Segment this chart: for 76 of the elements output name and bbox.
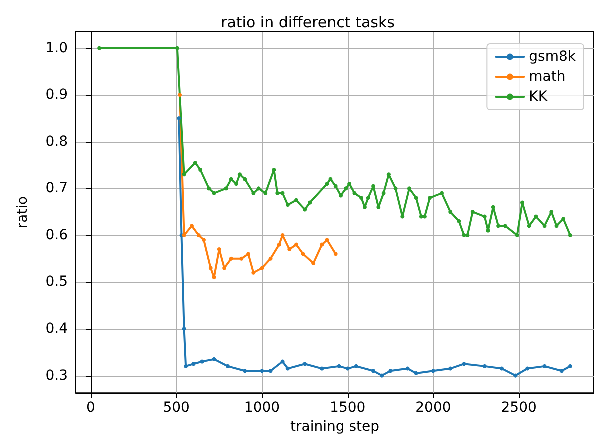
y-tick-label: 0.5 [46, 274, 68, 290]
point [301, 252, 306, 256]
point [482, 364, 487, 368]
point [243, 369, 248, 374]
point [200, 360, 204, 364]
point [288, 248, 292, 252]
point [431, 369, 436, 374]
x-tick-label: 0 [86, 400, 96, 416]
x-tick-label: 2000 [416, 400, 452, 416]
x-tick-label: 2500 [501, 400, 537, 416]
y-axis-title: ratio [15, 196, 31, 229]
point [380, 374, 384, 378]
point [280, 233, 285, 238]
point [240, 256, 244, 261]
point [337, 364, 342, 368]
point [514, 374, 518, 378]
point [260, 266, 264, 270]
legend-label: KK [529, 89, 548, 105]
point [178, 93, 182, 98]
point [286, 366, 290, 371]
y-tick-label: 1.0 [46, 40, 68, 56]
point [414, 371, 418, 376]
point [560, 369, 564, 374]
point [320, 366, 324, 371]
point [177, 116, 182, 121]
x-tick-label: 500 [163, 400, 190, 416]
point [406, 366, 410, 371]
point [192, 362, 196, 366]
point [196, 233, 201, 238]
y-tick-label: 0.9 [46, 87, 68, 104]
point [184, 364, 188, 368]
point [354, 364, 358, 368]
point [212, 357, 216, 362]
point [526, 366, 530, 371]
point [182, 233, 186, 238]
point [252, 270, 256, 275]
point [190, 224, 194, 228]
point [226, 364, 230, 368]
point [229, 256, 234, 261]
point [372, 369, 376, 374]
y-tick-label: 0.7 [46, 180, 68, 197]
point [208, 266, 213, 270]
point [280, 360, 285, 364]
point [334, 252, 338, 256]
point [312, 262, 316, 266]
point [268, 256, 273, 261]
point [268, 369, 273, 374]
point [448, 366, 453, 371]
x-tick-label: 1500 [330, 400, 366, 416]
point [568, 364, 572, 368]
point [388, 369, 393, 374]
chart-title: ratio in differenct tasks [221, 14, 396, 32]
point [303, 362, 308, 366]
point [294, 242, 298, 247]
point [222, 266, 227, 270]
x-tick-label: 1000 [244, 400, 280, 416]
point [462, 362, 466, 366]
legend-label: gsm8k [529, 49, 577, 65]
point [182, 327, 186, 332]
point [277, 242, 282, 247]
y-tick-label: 0.3 [46, 368, 68, 384]
legend-label: math [529, 69, 566, 85]
y-tick-label: 0.8 [46, 134, 68, 150]
point [346, 366, 350, 371]
x-axis-title: training step [290, 419, 380, 435]
point [325, 238, 330, 242]
point [212, 276, 216, 280]
point [320, 242, 324, 247]
y-tick-label: 0.6 [46, 227, 68, 244]
point [217, 248, 222, 252]
point [246, 252, 251, 256]
y-tick-label: 0.4 [46, 321, 68, 338]
point [500, 366, 504, 371]
point [260, 369, 264, 374]
point [542, 364, 547, 368]
point [202, 238, 206, 242]
